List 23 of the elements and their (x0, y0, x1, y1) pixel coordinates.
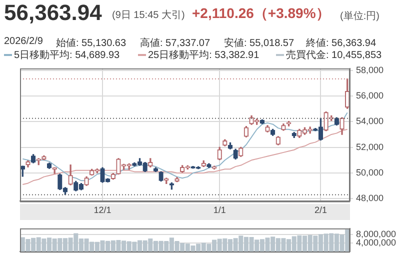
text: +2,110.26（+3.89%） (192, 5, 330, 21)
text: 売買代金: 10,455,853 (286, 50, 382, 61)
y-tick-label: 56,000 (356, 90, 384, 100)
text: 2026/2/9 (4, 36, 43, 47)
text: 始値: 55,130.63 (56, 38, 126, 49)
y-tick-label: 8,000,000 (356, 229, 396, 240)
text: 安値: 55,018.57 (224, 38, 294, 49)
x-tick-label: 12/1 (94, 205, 112, 216)
y-tick-label: 58,000 (356, 64, 384, 75)
text: 終値: 56,363.94 (306, 38, 376, 49)
text: 5日移動平均: 54,689.93 (14, 50, 120, 61)
y-tick-label: 48,000 (356, 193, 384, 204)
x-tick-label: 1/1 (213, 205, 226, 216)
text: 25日移動平均: 53,382.91 (148, 50, 260, 61)
y-tick-label: 4,000,000 (356, 238, 396, 248)
x-tick-label: 2/1 (314, 205, 327, 216)
chart-subtitle: (9日 15:45 大引) (112, 8, 185, 22)
y-tick-label: 52,000 (356, 142, 384, 152)
chart-title: 56,363.94 (4, 0, 102, 26)
text: (単位:円) (340, 11, 380, 22)
y-tick-label: 50,000 (356, 167, 384, 178)
text: 高値: 57,337.07 (140, 38, 210, 49)
y-tick-label: 54,000 (356, 116, 384, 126)
